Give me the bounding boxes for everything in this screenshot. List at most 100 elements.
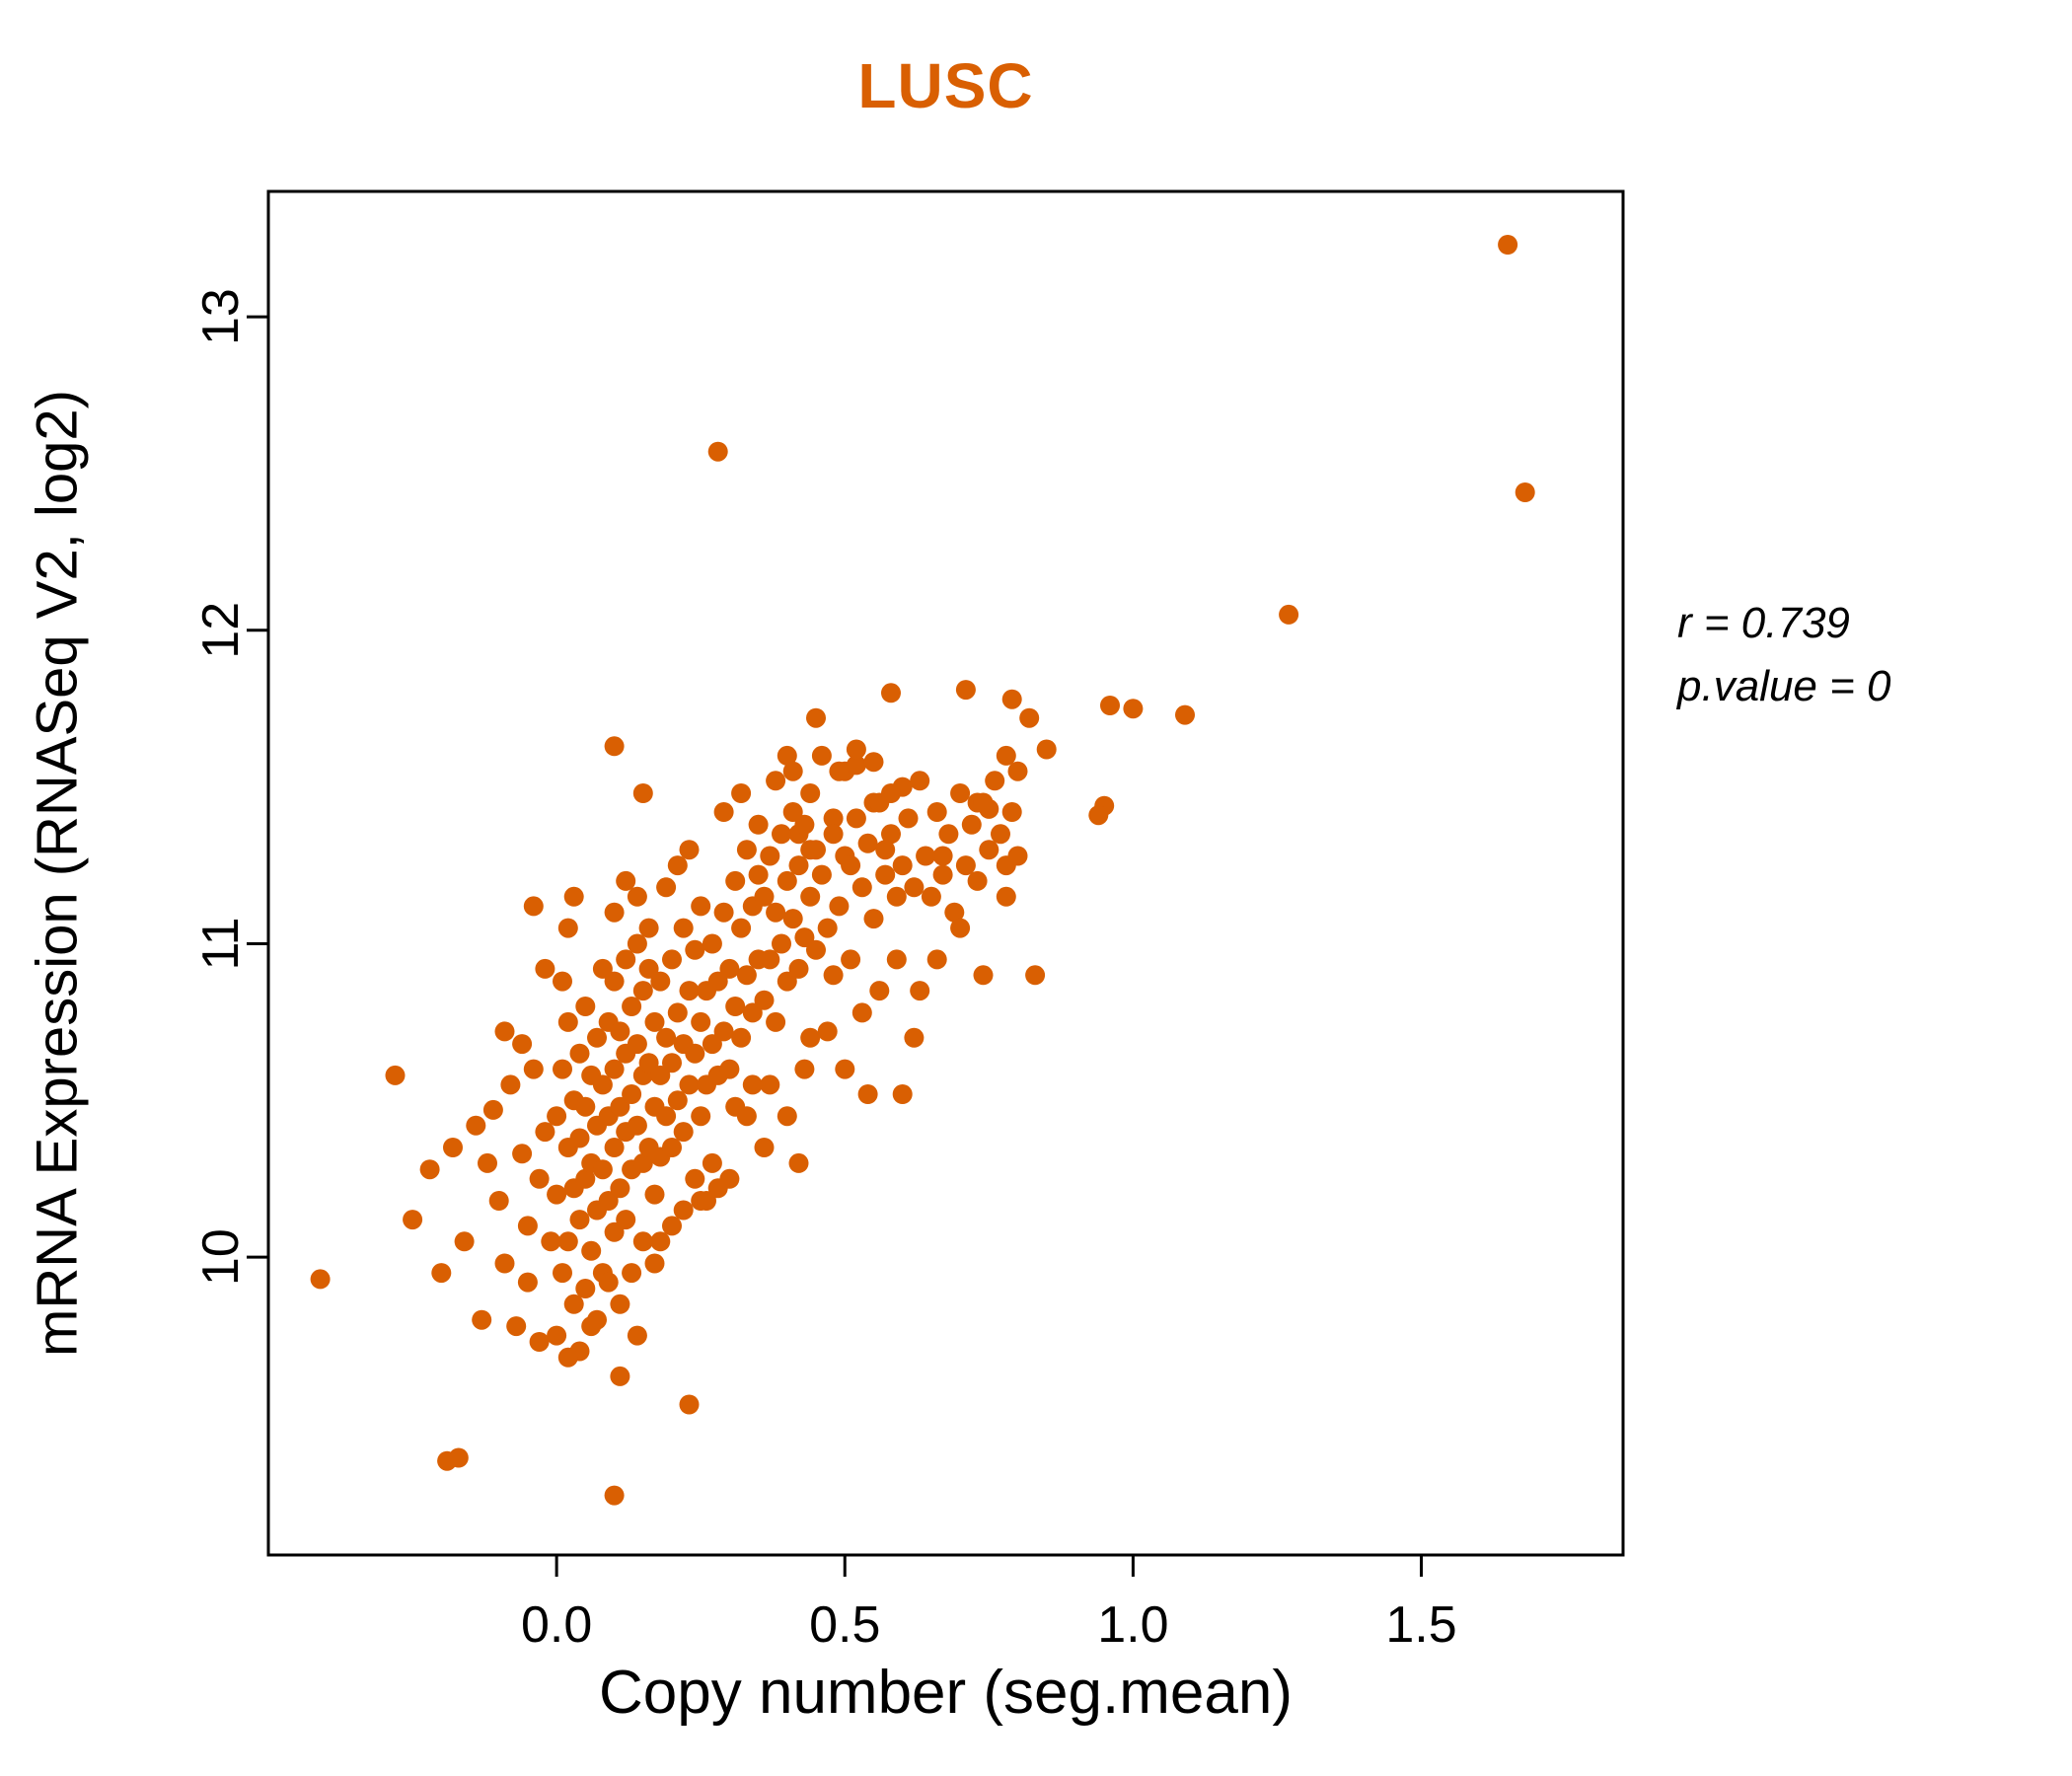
- data-point: [622, 1263, 642, 1284]
- data-point: [841, 949, 861, 970]
- data-point: [604, 1485, 625, 1506]
- data-point: [592, 958, 613, 979]
- data-point: [587, 1027, 607, 1048]
- data-point: [557, 1011, 578, 1032]
- data-point: [622, 997, 642, 1016]
- data-point: [553, 1263, 572, 1284]
- data-point: [707, 441, 728, 462]
- data-point: [800, 783, 821, 803]
- data-point: [800, 1027, 821, 1048]
- data-point: [1088, 805, 1109, 826]
- data-point: [707, 1178, 728, 1199]
- data-point: [604, 1059, 625, 1079]
- data-point: [656, 877, 677, 898]
- data-point: [782, 802, 803, 822]
- data-point: [691, 1011, 711, 1032]
- data-point: [627, 1034, 647, 1055]
- data-point: [644, 1253, 665, 1274]
- data-point: [823, 965, 844, 986]
- data-point: [766, 1011, 786, 1032]
- data-point: [782, 909, 803, 929]
- x-axis-label: Copy number (seg.mean): [599, 1659, 1293, 1727]
- data-point: [806, 840, 826, 860]
- data-point: [863, 752, 884, 773]
- data-point: [777, 971, 797, 992]
- data-point: [702, 1034, 722, 1055]
- data-point: [881, 824, 901, 845]
- data-point: [448, 1447, 469, 1468]
- data-point: [846, 739, 866, 760]
- data-point: [310, 1269, 331, 1290]
- data-point: [627, 1325, 647, 1346]
- y-tick-label: 12: [192, 602, 250, 659]
- data-point: [1123, 699, 1144, 719]
- data-point: [881, 683, 901, 703]
- data-point: [685, 1043, 705, 1064]
- data-point: [575, 1096, 596, 1117]
- data-point: [950, 918, 971, 938]
- data-point: [967, 870, 988, 891]
- data-point: [938, 824, 959, 845]
- plot-box: [266, 189, 1625, 1557]
- data-point: [1001, 802, 1022, 822]
- data-point: [1001, 689, 1022, 709]
- data-point: [604, 902, 625, 923]
- data-point: [851, 1002, 872, 1023]
- data-point: [996, 745, 1016, 766]
- data-point: [725, 1096, 746, 1117]
- data-point: [806, 939, 826, 960]
- data-point: [932, 846, 953, 866]
- data-point: [553, 1059, 572, 1079]
- data-point: [725, 997, 746, 1016]
- data-point: [691, 896, 711, 917]
- data-point: [731, 918, 752, 938]
- data-point: [598, 1191, 619, 1211]
- data-point: [788, 1152, 809, 1173]
- data-point: [478, 1152, 497, 1173]
- data-point: [742, 1074, 763, 1095]
- data-point: [857, 833, 878, 853]
- data-point: [575, 1279, 596, 1298]
- data-point: [627, 1115, 647, 1136]
- data-point: [610, 1021, 630, 1042]
- data-point: [547, 1106, 567, 1127]
- data-point: [731, 1027, 752, 1048]
- data-point: [777, 745, 797, 766]
- data-point: [979, 840, 999, 860]
- data-point: [904, 877, 925, 898]
- data-point: [541, 1231, 561, 1252]
- data-point: [662, 1216, 682, 1236]
- data-point: [713, 902, 734, 923]
- data-point: [598, 1272, 619, 1293]
- data-point: [777, 870, 797, 891]
- data-point: [512, 1034, 533, 1055]
- data-point: [811, 745, 832, 766]
- data-point: [472, 1309, 492, 1330]
- data-point: [638, 1053, 659, 1073]
- data-point: [702, 933, 722, 954]
- data-point: [569, 1210, 590, 1230]
- data-point: [662, 949, 682, 970]
- data-point: [517, 1272, 538, 1293]
- data-point: [535, 1122, 555, 1143]
- data-point: [996, 886, 1016, 907]
- data-point: [1279, 604, 1299, 625]
- data-point: [857, 1084, 878, 1104]
- data-point: [702, 1152, 722, 1173]
- data-point: [973, 792, 994, 813]
- data-point: [523, 896, 544, 917]
- data-point: [673, 1200, 694, 1221]
- data-point: [1498, 235, 1518, 255]
- data-point: [985, 771, 1005, 791]
- x-tick-label: 0.0: [521, 1596, 592, 1654]
- data-point: [488, 1191, 509, 1211]
- data-point: [851, 877, 872, 898]
- data-point: [679, 840, 700, 860]
- data-point: [950, 783, 971, 803]
- data-point: [731, 783, 752, 803]
- data-point: [592, 1159, 613, 1180]
- data-point: [1019, 707, 1040, 728]
- data-point: [644, 1184, 665, 1205]
- data-point: [627, 886, 647, 907]
